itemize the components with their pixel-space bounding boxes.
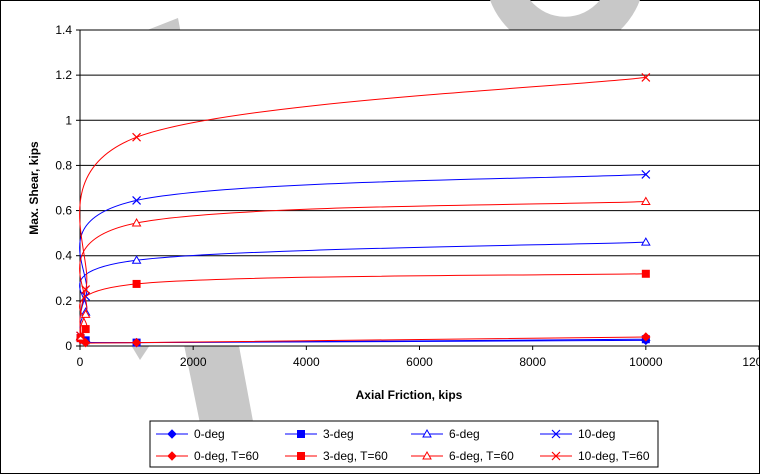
data-point [80,309,91,318]
legend-item: 3-deg, T=60 [285,449,388,463]
x-tick-label: 2000 [180,355,207,369]
legend-item: 0-deg, T=60 [156,449,259,463]
data-point [551,451,561,461]
legend-box [149,420,659,468]
axes [79,30,759,347]
data-point [641,72,651,82]
x-axis-title: Axial Friction, kips [356,388,463,402]
x-tick-label: 4000 [293,355,320,369]
x-tick-label: 8000 [519,355,546,369]
data-point [167,429,177,439]
data-point [167,451,177,461]
legend-label: 6-deg [449,427,480,441]
data-point [297,452,305,460]
y-tick-label: 1.4 [55,23,72,37]
series-10-deg-t-60 [76,72,651,341]
data-point [422,428,432,438]
x-tick-label: 0 [77,355,84,369]
legend-label: 0-deg, T=60 [194,449,259,463]
x-tick-label: 12000 [742,355,760,369]
data-point [81,325,90,334]
legend: 0-deg 3-deg 6-deg 10-deg 0-deg, T=60 3-deg, T… [149,420,659,468]
data-point [641,170,651,179]
data-point [551,429,561,439]
legend-label: 6-deg, T=60 [449,449,514,463]
y-tick-label: 0.2 [55,294,72,308]
y-tick-label: 0.8 [55,158,72,172]
y-tick-labels: 0 0.2 0.4 0.6 0.8 1 1.2 1.4 [55,23,72,353]
y-tick-label: 0.6 [55,204,72,218]
legend-item: 10-deg, T=60 [540,449,650,463]
x-tick-labels: 0 2000 4000 6000 8000 10000 12000 [77,355,760,369]
data-point [422,450,432,460]
data-point [131,217,142,227]
data-point [131,337,142,348]
data-point [641,332,651,342]
data-point [81,285,91,294]
data-point [132,195,142,205]
gridlines [76,29,760,350]
plot-background [80,30,759,346]
series-line [79,76,646,336]
plot-area [80,30,759,346]
legend-label: 10-deg [578,427,615,441]
y-tick-label: 0.4 [55,249,72,263]
y-axis-title: Max. Shear, kips [27,141,41,235]
y-tick-label: 0 [65,339,72,353]
legend-label: 10-deg, T=60 [578,449,650,463]
legend-label: 0-deg [194,427,225,441]
legend-label: 3-deg [323,427,354,441]
legend-item: 10-deg [540,427,615,441]
data-point [640,196,651,206]
data-point [297,430,305,438]
data-point [132,279,141,288]
legend-label: 3-deg, T=60 [323,449,388,463]
legend-item: 6-deg [411,427,480,441]
x-tick-label: 10000 [629,355,663,369]
legend-item: 3-deg [285,427,354,441]
data-point [131,255,142,264]
y-tick-label: 1 [65,113,72,127]
data-point [76,331,85,341]
legend-item: 0-deg [156,427,225,441]
data-point [132,132,142,142]
legend-item: 6-deg, T=60 [411,449,514,463]
data-point [641,269,650,278]
x-tick-label: 6000 [406,355,433,369]
series-6-deg-t-60 [75,196,651,341]
y-tick-label: 1.2 [55,68,72,82]
data-point [640,237,651,246]
series-layer [75,72,651,348]
